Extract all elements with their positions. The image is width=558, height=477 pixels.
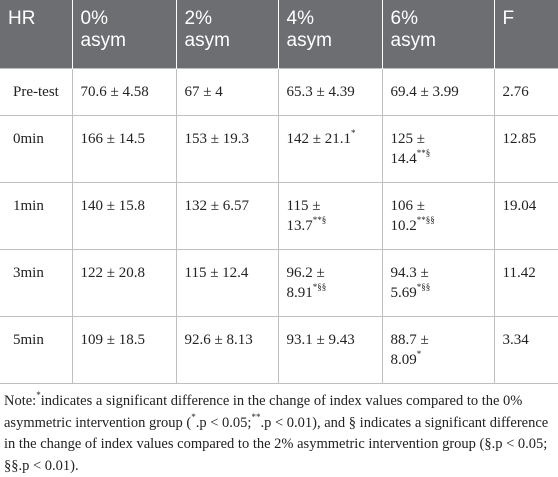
column-header-text: asym [390, 30, 436, 51]
column-header-text: F [502, 8, 515, 29]
column-header: 4% asym [277, 0, 382, 69]
cell-value: 96.2 ± [286, 265, 325, 281]
table-cell: 70.6 ± 4.58 [71, 68, 176, 116]
note-text: .p < 0.05; [195, 414, 252, 431]
table-cell: 125 ± 14.4**§ [381, 115, 494, 183]
significance-marker: * [416, 349, 422, 359]
row-label: 1min [0, 182, 72, 250]
cell-value-cont: 14.4 [390, 151, 417, 167]
significance-marker: **§ [312, 215, 327, 225]
column-header-text: asym [286, 30, 332, 51]
table-cell: 140 ± 15.8 [71, 182, 176, 250]
cell-value: 70.6 ± 4.58 [80, 84, 149, 100]
cell-value: 67 ± 4 [184, 84, 223, 100]
significance-marker: * [350, 128, 356, 138]
table-cell: 153 ± 19.3 [175, 115, 278, 183]
cell-value: 132 ± 6.57 [184, 198, 249, 214]
note-sup: * [191, 411, 196, 422]
table-cell: 65.3 ± 4.39 [277, 68, 382, 116]
cell-value: 69.4 ± 3.99 [390, 84, 459, 100]
column-header-text: 6% [390, 8, 418, 29]
table-header: HR 0% asym 2% asym 4% asym 6% asym F [0, 0, 558, 69]
note-text: indicates a significant difference in th… [4, 393, 523, 431]
column-header: 2% asym [175, 0, 278, 69]
cell-value: 92.6 ± 8.13 [184, 332, 253, 348]
row-label: 3min [0, 249, 72, 317]
cell-value: 142 ± 21.1 [286, 131, 351, 147]
cell-value: 153 ± 19.3 [184, 131, 249, 147]
table-cell: 93.1 ± 9.43 [277, 316, 382, 384]
table-row: 3min 122 ± 20.8 115 ± 12.4 96.2 ±8.91*§§ 94.… [0, 249, 558, 317]
cell-value: 106 ± [390, 198, 425, 214]
cell-value: 109 ± 18.5 [80, 332, 145, 348]
cell-value: 125 ± [390, 131, 425, 147]
cell-value-cont: 8.91 [286, 285, 313, 301]
header-row: HR 0% asym 2% asym 4% asym 6% asym F [0, 0, 558, 69]
note-sup: * [36, 390, 41, 401]
note-sup: ** [251, 411, 261, 422]
cell-value-cont: 8.09 [390, 352, 417, 368]
significance-marker: **§ [416, 148, 431, 158]
table-row: 1min 140 ± 15.8 132 ± 6.57 115 ± 13.7**§ 106 … [0, 182, 558, 250]
table-body: Pre-test 70.6 ± 4.58 67 ± 4 65.3 ± 4.39 69.4… [0, 68, 558, 384]
cell-value: 166 ± 14.5 [80, 131, 145, 147]
f-value: 3.34 [493, 316, 558, 384]
cell-value-cont: 5.69 [390, 285, 417, 301]
f-value: 19.04 [493, 182, 558, 250]
data-table: HR 0% asym 2% asym 4% asym 6% asym F Pre-test 70.6… [0, 0, 558, 384]
column-header-text: 2% [184, 8, 212, 29]
table-note: Note:*indicates a significant difference… [0, 384, 558, 477]
row-label: 0min [0, 115, 72, 183]
table-cell: 109 ± 18.5 [71, 316, 176, 384]
cell-value: 122 ± 20.8 [80, 265, 145, 281]
f-value: 2.76 [493, 68, 558, 116]
table-cell: 92.6 ± 8.13 [175, 316, 278, 384]
column-header: F [493, 0, 558, 69]
column-header-text: asym [80, 30, 126, 51]
table-cell: 115 ± 13.7**§ [277, 182, 382, 250]
cell-value: 94.3 ± [390, 265, 429, 281]
table-cell: 142 ± 21.1* [277, 115, 382, 183]
f-value: 11.42 [493, 249, 558, 317]
table-cell: 115 ± 12.4 [175, 249, 278, 317]
table-cell: 67 ± 4 [175, 68, 278, 116]
cell-value-cont: 13.7 [286, 218, 313, 234]
column-header: 0% asym [71, 0, 176, 69]
f-value: 12.85 [493, 115, 558, 183]
column-header: HR [0, 0, 72, 69]
significance-marker: *§§ [312, 282, 327, 292]
cell-value: 115 ± [286, 198, 321, 214]
cell-value: 115 ± 12.4 [184, 265, 249, 281]
row-label: Pre-test [0, 68, 72, 116]
table-row: 5min 109 ± 18.5 92.6 ± 8.13 93.1 ± 9.43 88.7… [0, 316, 558, 384]
cell-value: 65.3 ± 4.39 [286, 84, 355, 100]
column-header-text: HR [8, 8, 36, 29]
column-header-text: asym [184, 30, 230, 51]
table-cell: 132 ± 6.57 [175, 182, 278, 250]
significance-marker: **§§ [416, 215, 435, 225]
column-header-text: 4% [286, 8, 314, 29]
table-cell: 122 ± 20.8 [71, 249, 176, 317]
note-lead: Note: [4, 393, 37, 409]
table-cell: 69.4 ± 3.99 [381, 68, 494, 116]
cell-value: 140 ± 15.8 [80, 198, 145, 214]
note-text: .p < 0.01), and § indicates a significan… [4, 414, 549, 474]
table-row: Pre-test 70.6 ± 4.58 67 ± 4 65.3 ± 4.39 69.4… [0, 68, 558, 116]
cell-value: 88.7 ± [390, 332, 429, 348]
cell-value-cont: 10.2 [390, 218, 417, 234]
table-row: 0min 166 ± 14.5 153 ± 19.3 142 ± 21.1* 125 ±… [0, 115, 558, 183]
table-cell: 106 ± 10.2**§§ [381, 182, 494, 250]
table-cell: 96.2 ± 8.91*§§ [277, 249, 382, 317]
cell-value: 93.1 ± 9.43 [286, 332, 355, 348]
column-header-text: 0% [80, 8, 108, 29]
table-cell: 166 ± 14.5 [71, 115, 176, 183]
row-label: 5min [0, 316, 72, 384]
column-header: 6% asym [381, 0, 494, 69]
table-cell: 94.3 ± 5.69*§§ [381, 249, 494, 317]
significance-marker: *§§ [416, 282, 431, 292]
table-cell: 88.7 ± 8.09* [381, 316, 494, 384]
